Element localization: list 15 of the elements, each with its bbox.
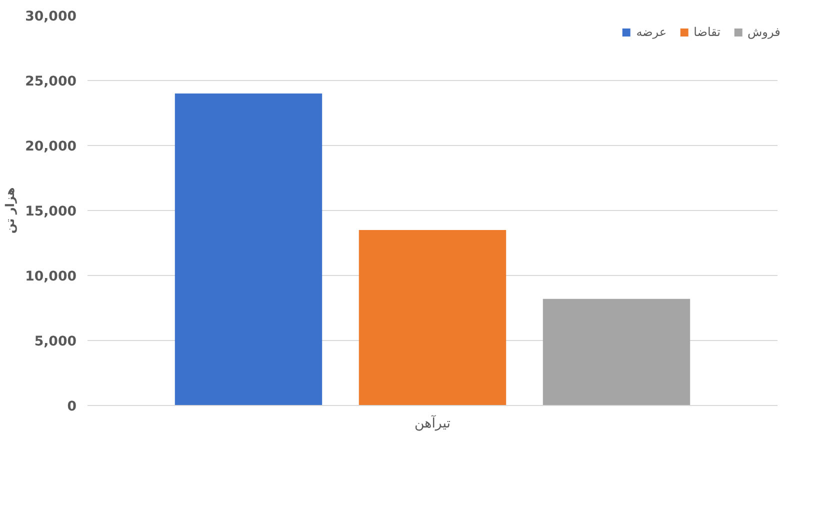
legend-label: عرضه [636, 25, 667, 39]
y-tick-label: 30,000 [25, 10, 77, 24]
y-tick-label: 25,000 [25, 74, 77, 90]
y-tick-label: 5,000 [34, 334, 77, 350]
legend-label: تقاضا [694, 25, 721, 39]
x-tick-label: تیرآهن [414, 414, 451, 432]
y-tick-label: 0 [67, 400, 77, 414]
y-axis-title: هزار تن [3, 187, 18, 234]
bar [174, 94, 322, 406]
bar [358, 230, 506, 406]
y-tick-label: 20,000 [25, 140, 77, 154]
y-tick-label: 10,000 [25, 270, 77, 284]
legend-label: فروش [748, 25, 780, 39]
bar [542, 298, 690, 406]
y-tick-label: 15,000 [25, 204, 77, 220]
